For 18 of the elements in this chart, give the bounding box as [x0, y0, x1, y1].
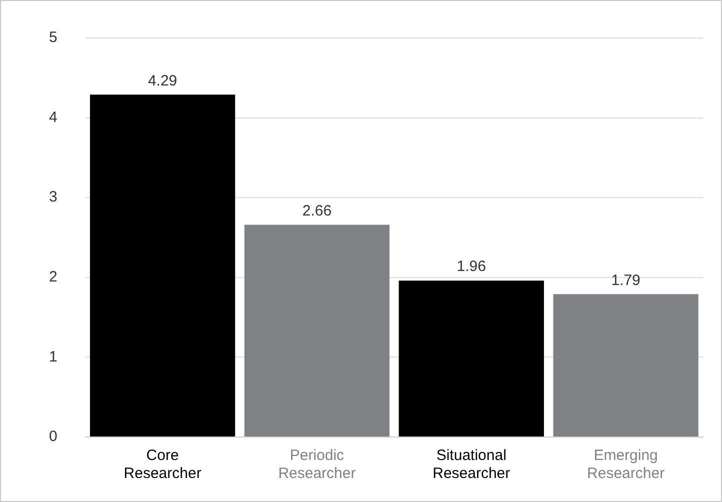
y-tick-label: 3: [49, 188, 58, 206]
y-tick-label: 5: [49, 29, 58, 46]
x-tick-label: Emerging Researcher: [587, 447, 665, 482]
x-tick-label: Situational Researcher: [432, 447, 510, 482]
y-tick-label: 2: [49, 268, 58, 286]
bar: [553, 294, 698, 436]
x-tick-label: Core Researcher: [124, 447, 202, 482]
y-tick-label: 0: [49, 428, 58, 446]
bar: [90, 94, 236, 436]
data-label: 1.79: [611, 272, 640, 289]
y-tick-label: 1: [49, 348, 58, 366]
x-tick-label: Periodic Researcher: [278, 447, 356, 482]
bar: [244, 224, 390, 436]
y-tick-label: 4: [49, 108, 58, 126]
data-label: 1.96: [456, 258, 486, 276]
bar: [398, 280, 544, 436]
data-label: 4.29: [148, 72, 178, 90]
data-label: 2.66: [302, 202, 332, 220]
